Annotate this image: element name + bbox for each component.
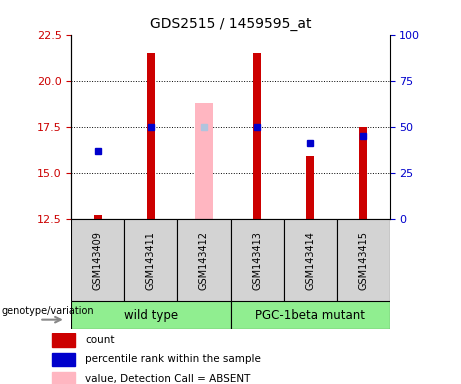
Text: GSM143415: GSM143415 bbox=[358, 231, 368, 290]
Bar bbox=[53, 333, 75, 347]
Bar bbox=[53, 353, 75, 366]
Bar bbox=[195, 103, 213, 219]
Bar bbox=[124, 219, 177, 301]
Text: wild type: wild type bbox=[124, 309, 178, 322]
Text: PGC-1beta mutant: PGC-1beta mutant bbox=[255, 309, 365, 322]
Text: GSM143413: GSM143413 bbox=[252, 231, 262, 290]
Bar bbox=[147, 53, 155, 219]
Bar bbox=[359, 127, 367, 219]
Bar bbox=[53, 372, 75, 384]
Bar bbox=[71, 219, 124, 301]
Text: genotype/variation: genotype/variation bbox=[1, 306, 94, 316]
Text: GSM143411: GSM143411 bbox=[146, 231, 156, 290]
Bar bbox=[284, 219, 337, 301]
Text: percentile rank within the sample: percentile rank within the sample bbox=[85, 354, 261, 364]
Bar bbox=[230, 301, 390, 329]
Bar bbox=[337, 219, 390, 301]
Text: GSM143414: GSM143414 bbox=[305, 231, 315, 290]
Bar bbox=[253, 53, 261, 219]
Text: GSM143412: GSM143412 bbox=[199, 231, 209, 290]
Bar bbox=[306, 156, 314, 219]
Text: value, Detection Call = ABSENT: value, Detection Call = ABSENT bbox=[85, 374, 250, 384]
Bar bbox=[71, 301, 230, 329]
Title: GDS2515 / 1459595_at: GDS2515 / 1459595_at bbox=[150, 17, 311, 31]
Text: count: count bbox=[85, 335, 114, 345]
Bar bbox=[177, 219, 230, 301]
Bar bbox=[94, 215, 102, 219]
Text: GSM143409: GSM143409 bbox=[93, 231, 103, 290]
Bar bbox=[230, 219, 284, 301]
